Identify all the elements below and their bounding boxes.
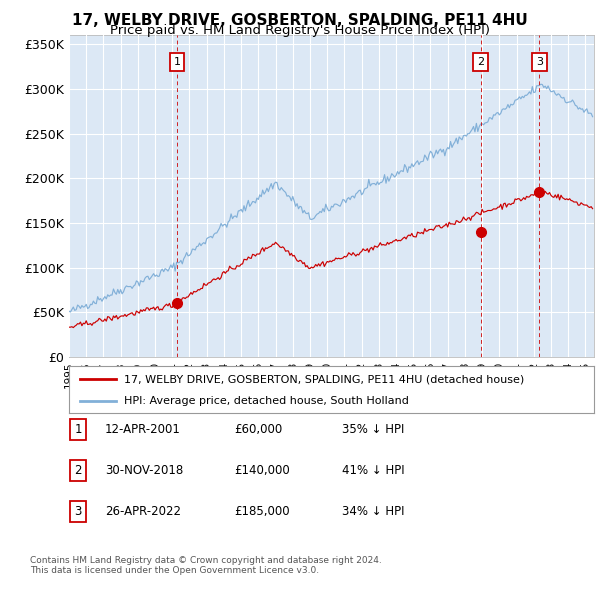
- Text: 26-APR-2022: 26-APR-2022: [105, 505, 181, 518]
- Text: 41% ↓ HPI: 41% ↓ HPI: [342, 464, 404, 477]
- Text: £185,000: £185,000: [234, 505, 290, 518]
- Text: Contains HM Land Registry data © Crown copyright and database right 2024.: Contains HM Land Registry data © Crown c…: [30, 556, 382, 565]
- Text: 3: 3: [74, 505, 82, 518]
- Text: 12-APR-2001: 12-APR-2001: [105, 423, 181, 436]
- Text: 3: 3: [536, 57, 543, 67]
- Text: £60,000: £60,000: [234, 423, 282, 436]
- Text: 35% ↓ HPI: 35% ↓ HPI: [342, 423, 404, 436]
- Text: Price paid vs. HM Land Registry's House Price Index (HPI): Price paid vs. HM Land Registry's House …: [110, 24, 490, 37]
- Text: 2: 2: [477, 57, 484, 67]
- Text: HPI: Average price, detached house, South Holland: HPI: Average price, detached house, Sout…: [124, 396, 409, 406]
- Text: 17, WELBY DRIVE, GOSBERTON, SPALDING, PE11 4HU: 17, WELBY DRIVE, GOSBERTON, SPALDING, PE…: [72, 13, 528, 28]
- Text: 1: 1: [173, 57, 181, 67]
- Text: 34% ↓ HPI: 34% ↓ HPI: [342, 505, 404, 518]
- Text: 2: 2: [74, 464, 82, 477]
- Text: £140,000: £140,000: [234, 464, 290, 477]
- Text: 30-NOV-2018: 30-NOV-2018: [105, 464, 183, 477]
- Text: 17, WELBY DRIVE, GOSBERTON, SPALDING, PE11 4HU (detached house): 17, WELBY DRIVE, GOSBERTON, SPALDING, PE…: [124, 374, 524, 384]
- Text: This data is licensed under the Open Government Licence v3.0.: This data is licensed under the Open Gov…: [30, 566, 319, 575]
- Text: 1: 1: [74, 423, 82, 436]
